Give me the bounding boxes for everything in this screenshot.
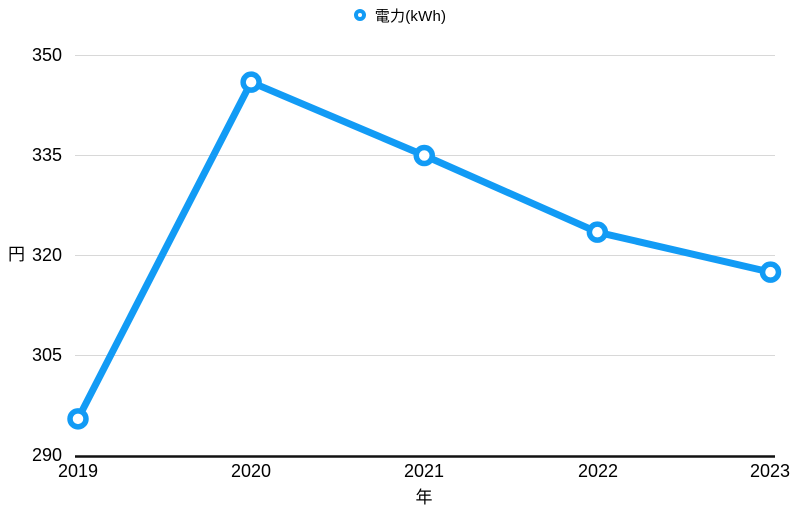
y-axis-tick-label: 320 — [31, 245, 62, 265]
y-axis-tick-label: 350 — [31, 45, 62, 65]
x-axis-tick-label: 2020 — [230, 461, 272, 481]
legend: 電力(kWh) — [0, 4, 800, 26]
x-axis-tick-label: 2019 — [57, 461, 99, 481]
x-axis-tick-label: 2023 — [749, 461, 791, 481]
x-axis-title: 年 — [415, 488, 433, 507]
y-axis-tick-label: 305 — [31, 345, 62, 365]
series-marker-icon — [353, 9, 366, 21]
y-axis-tick-label: 335 — [31, 145, 62, 165]
y-axis-title: 円 — [8, 245, 25, 264]
y-axis-tick-label: 290 — [31, 445, 62, 465]
legend-label: 電力(kWh) — [374, 7, 447, 25]
x-axis-tick-label: 2022 — [577, 461, 619, 481]
x-axis-tick-label: 2021 — [403, 461, 445, 481]
